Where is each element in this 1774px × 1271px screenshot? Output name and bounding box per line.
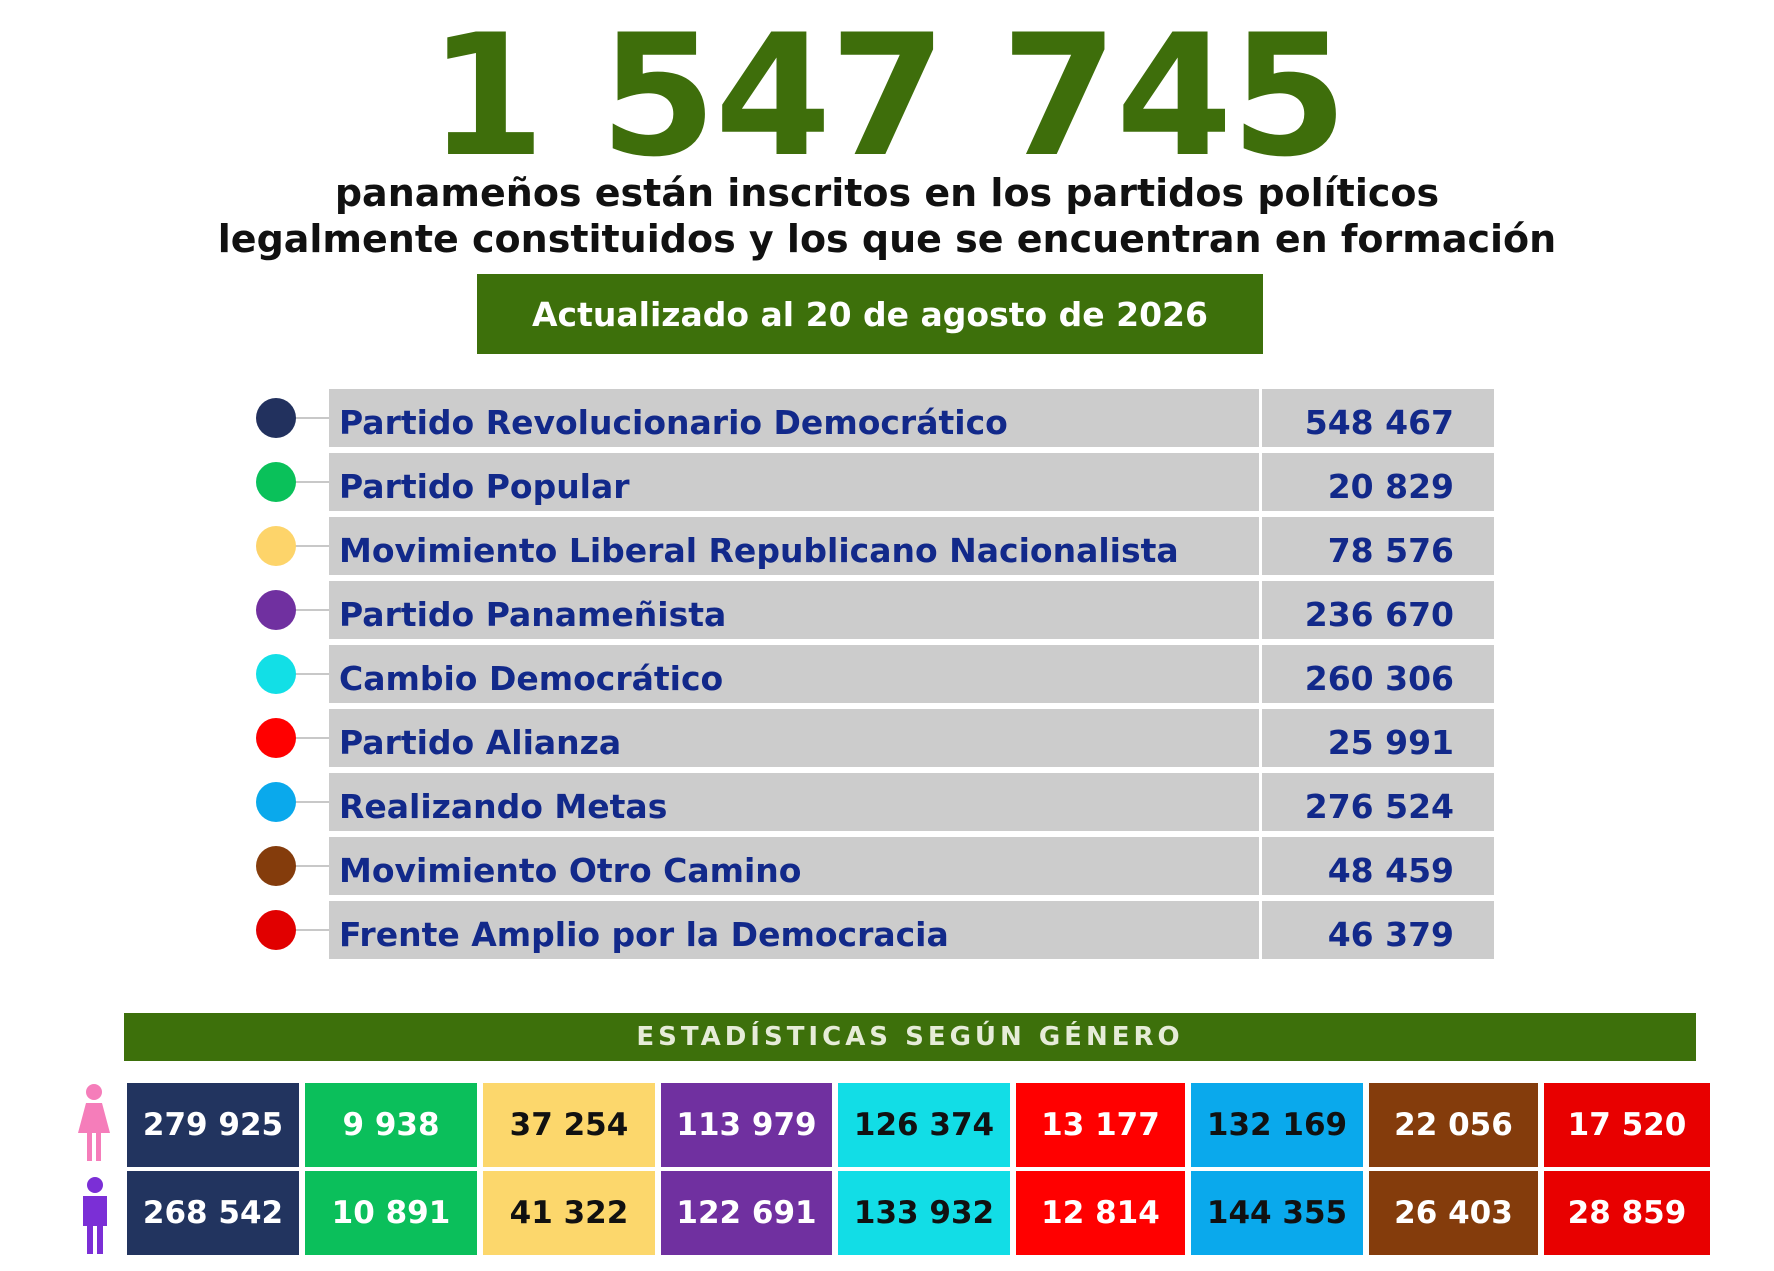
party-members-count: 548 467 [1259,389,1494,447]
party-members-count: 46 379 [1259,901,1494,959]
party-name: Cambio Democrático [329,645,1259,703]
party-members-count: 78 576 [1259,517,1494,575]
male-count-cell: 12 814 [1016,1171,1185,1255]
party-name: Movimiento Otro Camino [329,837,1259,895]
female-count-cell: 279 925 [127,1083,299,1167]
party-color-dot [256,782,296,822]
connector-line [294,481,330,483]
connector-line [294,673,330,675]
party-row: Frente Amplio por la Democracia 46 379 [254,901,1494,959]
party-color-dot [256,398,296,438]
male-count-cell: 10 891 [305,1171,477,1255]
female-count-cell: 132 169 [1191,1083,1363,1167]
party-members-count: 260 306 [1259,645,1494,703]
party-color-dot [256,910,296,950]
party-name: Movimiento Liberal Republicano Nacionali… [329,517,1259,575]
party-members-count: 48 459 [1259,837,1494,895]
male-count-cell: 144 355 [1191,1171,1363,1255]
party-row: Partido Popular 20 829 [254,453,1494,511]
connector-line [294,545,330,547]
party-row: Partido Revolucionario Democrático 548 46… [254,389,1494,447]
female-icon [78,1084,110,1161]
male-count-cell: 26 403 [1369,1171,1538,1255]
party-color-dot [256,462,296,502]
party-row: Movimiento Otro Camino 48 459 [254,837,1494,895]
subtitle-line-1: panameños están inscritos en los partido… [334,171,1440,215]
party-members-count: 20 829 [1259,453,1494,511]
party-color-dot [256,846,296,886]
party-row: Partido Alianza 25 991 [254,709,1494,767]
female-count-cell: 17 520 [1544,1083,1710,1167]
female-count-cell: 113 979 [661,1083,832,1167]
male-count-cell: 28 859 [1544,1171,1710,1255]
party-members-count: 25 991 [1259,709,1494,767]
party-color-dot [256,526,296,566]
party-color-dot [256,654,296,694]
female-count-cell: 126 374 [838,1083,1010,1167]
male-count-cell: 133 932 [838,1171,1010,1255]
gender-stats-header: ESTADÍSTICAS SEGÚN GÉNERO [124,1013,1696,1061]
connector-line [294,801,330,803]
connector-line [294,609,330,611]
connector-line [294,737,330,739]
party-members-count: 236 670 [1259,581,1494,639]
connector-line [294,929,330,931]
party-name: Partido Revolucionario Democrático [329,389,1259,447]
male-count-cell: 268 542 [127,1171,299,1255]
party-row: Cambio Democrático 260 306 [254,645,1494,703]
party-name: Partido Alianza [329,709,1259,767]
female-count-cell: 9 938 [305,1083,477,1167]
female-count-cell: 13 177 [1016,1083,1185,1167]
party-row: Partido Panameñista 236 670 [254,581,1494,639]
total-registered: 1 547 745 [428,0,1347,194]
party-row: Movimiento Liberal Republicano Nacionali… [254,517,1494,575]
party-name: Partido Popular [329,453,1259,511]
male-count-cell: 41 322 [483,1171,655,1255]
party-name: Frente Amplio por la Democracia [329,901,1259,959]
male-count-cell: 122 691 [661,1171,832,1255]
female-count-cell: 22 056 [1369,1083,1538,1167]
party-name: Partido Panameñista [329,581,1259,639]
party-members-count: 276 524 [1259,773,1494,831]
male-icon [83,1177,107,1254]
subtitle-line-2: legalmente constituidos y los que se enc… [217,217,1557,261]
connector-line [294,417,330,419]
connector-line [294,865,330,867]
party-row: Realizando Metas 276 524 [254,773,1494,831]
female-count-cell: 37 254 [483,1083,655,1167]
party-color-dot [256,590,296,630]
party-name: Realizando Metas [329,773,1259,831]
updated-banner: Actualizado al 20 de agosto de 2026 [477,274,1263,354]
party-color-dot [256,718,296,758]
